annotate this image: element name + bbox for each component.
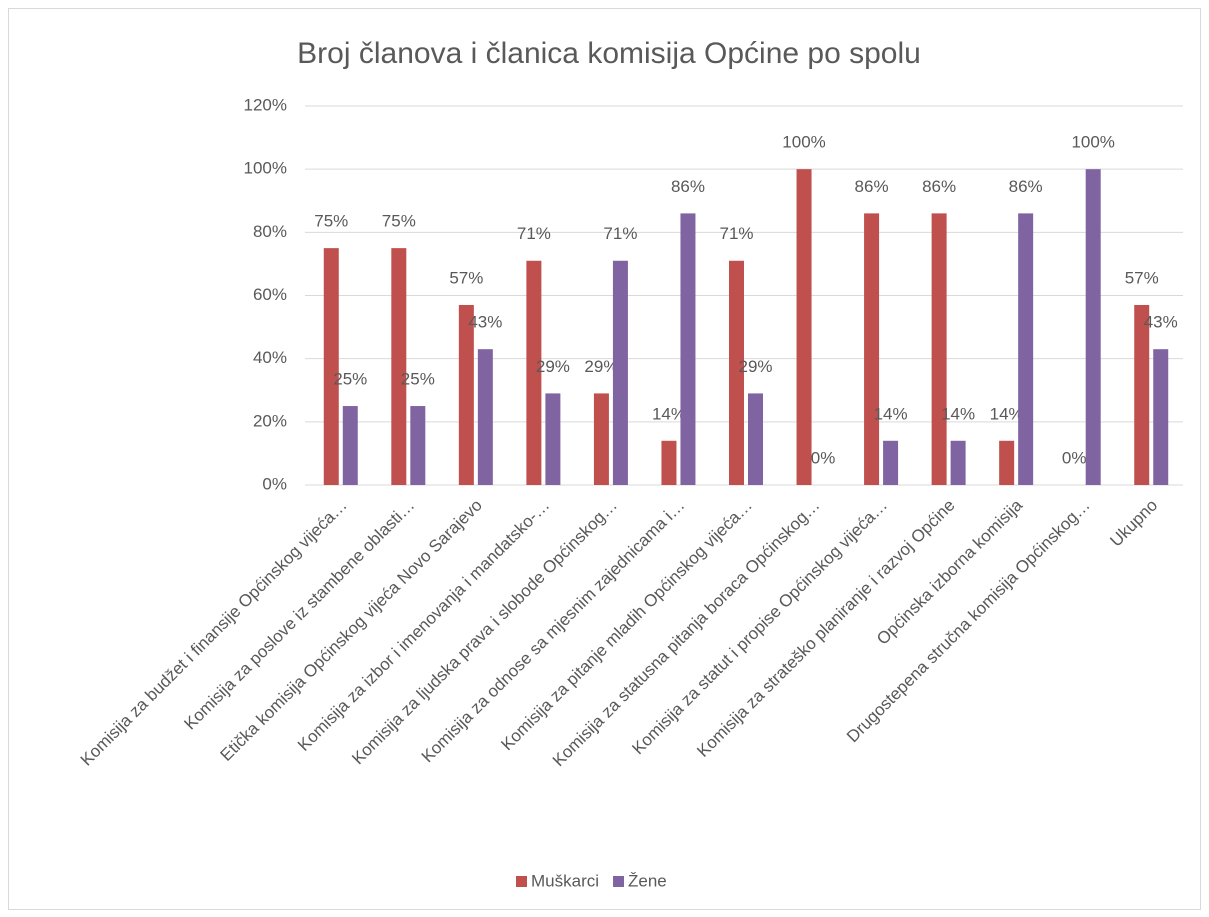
data-label: 86% — [1009, 177, 1043, 196]
bar — [729, 260, 744, 485]
y-tick-label: 20% — [253, 411, 287, 430]
bar — [680, 213, 696, 485]
data-label: 75% — [314, 212, 348, 231]
data-label: 14% — [990, 404, 1024, 423]
y-tick-label: 40% — [253, 348, 287, 367]
data-label: 100% — [782, 133, 825, 152]
y-tick-label: 0% — [262, 474, 287, 493]
bar — [477, 349, 493, 485]
data-label: 0% — [811, 448, 836, 467]
data-label: 86% — [671, 177, 705, 196]
bar — [342, 406, 358, 485]
data-label: 14% — [652, 404, 686, 423]
bar — [999, 440, 1015, 485]
chart-title: Broj članova i članica komisija Općine p… — [297, 37, 921, 70]
data-label: 86% — [922, 177, 956, 196]
legend-label: Muškarci — [531, 871, 599, 890]
bar — [950, 440, 966, 485]
bar — [1018, 213, 1034, 485]
bar — [612, 260, 628, 485]
data-label: 14% — [941, 404, 975, 423]
bar — [1085, 169, 1101, 485]
data-label: 29% — [536, 357, 570, 376]
data-label: 75% — [382, 212, 416, 231]
y-tick-label: 80% — [253, 222, 287, 241]
bar — [748, 393, 763, 485]
bar — [661, 440, 677, 485]
y-tick-label: 60% — [253, 285, 287, 304]
bar — [931, 213, 947, 485]
data-label: 57% — [449, 268, 483, 287]
bar — [593, 393, 609, 485]
bar — [545, 393, 561, 485]
data-label: 25% — [401, 370, 435, 389]
data-label: 43% — [1144, 313, 1178, 332]
data-label: 43% — [468, 313, 502, 332]
bar — [883, 440, 899, 485]
bar — [391, 248, 407, 485]
legend-swatch — [613, 876, 625, 887]
data-label: 0% — [1062, 448, 1087, 467]
bar — [323, 248, 339, 485]
bar — [1153, 349, 1169, 485]
bar — [864, 213, 880, 485]
data-label: 29% — [584, 357, 618, 376]
data-label: 71% — [517, 224, 551, 243]
y-tick-label: 100% — [244, 159, 287, 178]
y-tick-label: 120% — [244, 95, 287, 114]
bar — [1134, 304, 1150, 485]
legend-label: Žene — [628, 871, 667, 890]
data-label: 57% — [1125, 268, 1159, 287]
data-label: 25% — [333, 370, 367, 389]
legend-swatch — [516, 876, 527, 887]
bar — [410, 406, 426, 485]
bar — [526, 260, 542, 485]
data-label: 71% — [719, 224, 753, 243]
data-label: 29% — [738, 357, 772, 376]
bar — [458, 304, 474, 485]
data-label: 14% — [874, 404, 908, 423]
bar — [796, 169, 812, 485]
data-label: 71% — [603, 224, 637, 243]
data-label: 86% — [855, 177, 889, 196]
data-label: 100% — [1071, 133, 1114, 152]
